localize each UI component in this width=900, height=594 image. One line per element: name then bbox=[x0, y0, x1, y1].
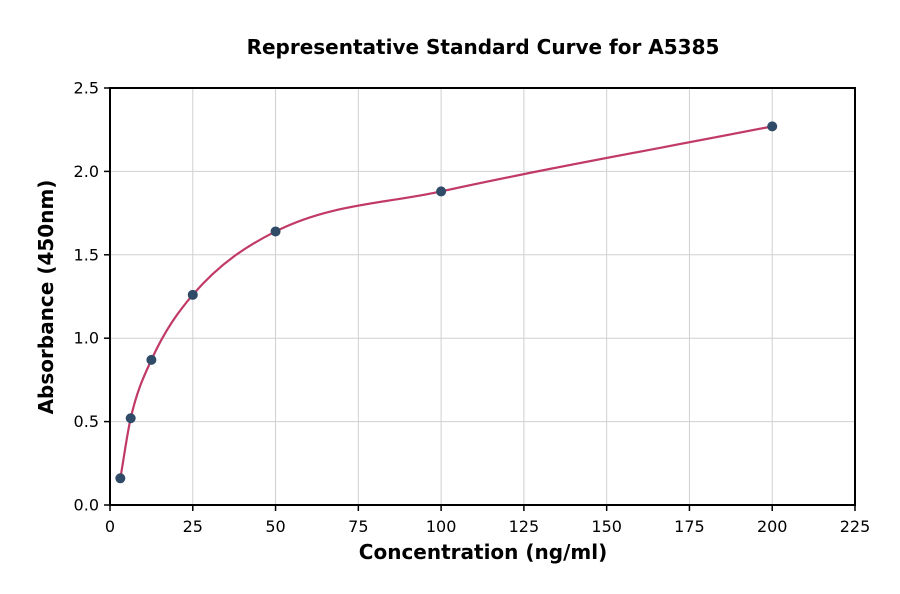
x-tick-label: 25 bbox=[183, 517, 203, 536]
x-tick-label: 75 bbox=[348, 517, 368, 536]
chart-title: Representative Standard Curve for A5385 bbox=[246, 35, 720, 59]
data-point bbox=[187, 289, 198, 300]
y-tick-label: 2.0 bbox=[74, 162, 99, 181]
x-tick-label: 0 bbox=[105, 517, 115, 536]
data-point bbox=[270, 226, 281, 237]
x-tick-label: 125 bbox=[509, 517, 540, 536]
y-tick-label: 0.5 bbox=[74, 412, 99, 431]
data-point bbox=[767, 121, 778, 132]
y-tick-label: 2.5 bbox=[74, 79, 99, 98]
fit-curve bbox=[119, 125, 774, 480]
x-axis-label: Concentration (ng/ml) bbox=[358, 540, 608, 564]
y-tick-label: 0.0 bbox=[74, 496, 99, 515]
y-tick-label: 1.5 bbox=[74, 245, 99, 264]
x-tick-label: 225 bbox=[840, 517, 871, 536]
plot-border bbox=[109, 87, 856, 506]
y-axis-label: Absorbance (450nm) bbox=[34, 179, 58, 415]
data-point bbox=[436, 186, 447, 197]
x-tick-label: 200 bbox=[757, 517, 788, 536]
x-tick-label: 100 bbox=[426, 517, 457, 536]
x-tick-label: 150 bbox=[591, 517, 622, 536]
data-point bbox=[115, 473, 126, 484]
x-tick-label: 175 bbox=[674, 517, 705, 536]
y-tick-label: 1.0 bbox=[74, 329, 99, 348]
data-point bbox=[125, 413, 136, 424]
x-tick-label: 50 bbox=[265, 517, 285, 536]
data-point bbox=[146, 354, 157, 365]
